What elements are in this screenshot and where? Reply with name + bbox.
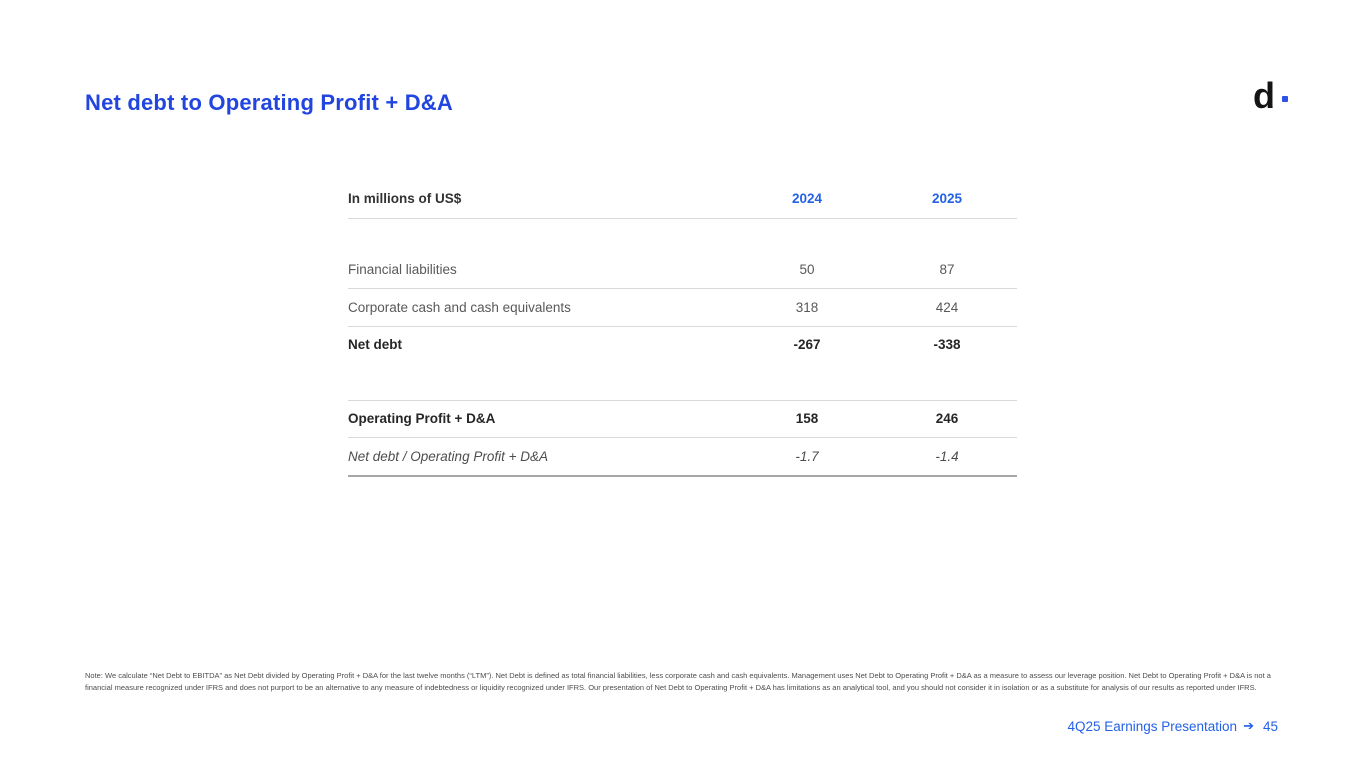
row-label: Net debt [348, 337, 402, 353]
spacer-row [348, 363, 1017, 401]
table-row-corporate-cash: Corporate cash and cash equivalents 318 … [348, 288, 1017, 327]
footnote: Note: We calculate “Net Debt to EBITDA” … [85, 671, 1271, 692]
row-label: Net debt / Operating Profit + D&A [348, 437, 737, 477]
value-2025: 87 [877, 251, 1017, 289]
value-2025: -1.4 [877, 437, 1017, 477]
logo-letter: d [1253, 75, 1275, 116]
value-2025: 246 [877, 400, 1017, 438]
value-2024: 318 [737, 288, 877, 327]
table-header-units: In millions of US$ [348, 180, 737, 219]
table-header-2025: 2025 [877, 180, 1017, 219]
table-row-operating-profit: Operating Profit + D&A 158 246 [348, 400, 1017, 438]
table-row-financial-liabilities: Financial liabilities 50 87 [348, 251, 1017, 289]
table-row-net-debt-ratio: Net debt / Operating Profit + D&A -1.7 -… [348, 437, 1017, 477]
row-label: Financial liabilities [348, 251, 737, 289]
slide-footer: 4Q25 Earnings Presentation ➔ 45 [1067, 718, 1278, 734]
value-2025: -338 [933, 337, 961, 353]
table-header-row: In millions of US$ 2024 2025 [348, 180, 1017, 219]
value-2024: -1.7 [737, 437, 877, 477]
row-label: Operating Profit + D&A [348, 400, 737, 438]
value-2024: -267 [793, 337, 821, 353]
arrow-right-icon: ➔ [1243, 718, 1254, 733]
page-number: 45 [1262, 718, 1278, 734]
value-2024: 50 [737, 251, 877, 289]
value-2024: 158 [737, 400, 877, 438]
footer-presentation-label: 4Q25 Earnings Presentation [1067, 718, 1238, 734]
row-label: Corporate cash and cash equivalents [348, 288, 737, 327]
table-header-2024: 2024 [737, 180, 877, 219]
logo-dot-icon [1282, 96, 1288, 102]
table-row-net-debt: Net debt -267 -338 [348, 326, 1017, 363]
brand-logo: d [1253, 78, 1288, 114]
spacer-row [348, 218, 1017, 251]
net-debt-table: In millions of US$ 2024 2025 Financial l… [348, 180, 1017, 477]
value-2025: 424 [877, 288, 1017, 327]
page-title: Net debt to Operating Profit + D&A [85, 90, 453, 115]
